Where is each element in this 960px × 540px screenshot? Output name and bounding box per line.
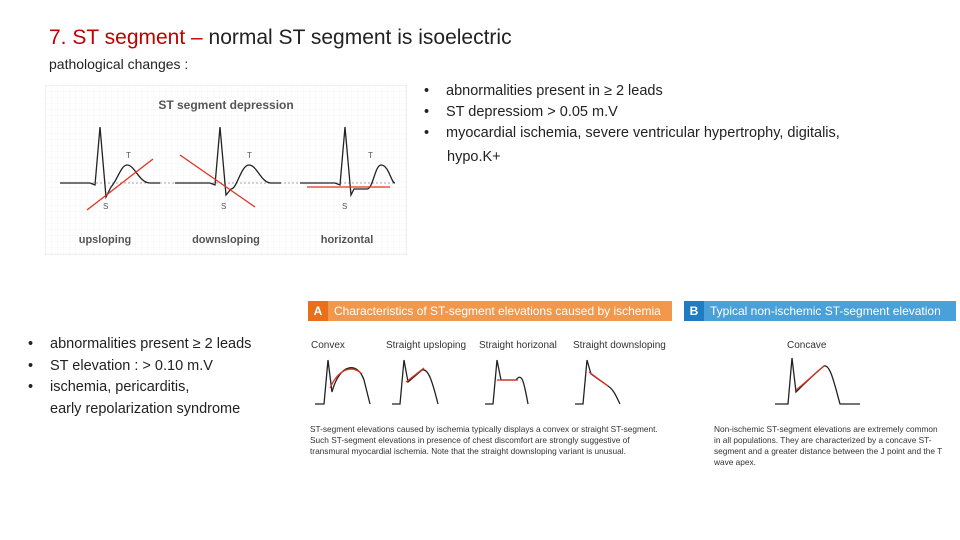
figure-title: ST segment depression	[158, 98, 293, 112]
panel-a-ecg-diagrams	[315, 359, 621, 405]
bullet-item: myocardial ischemia, severe ventricular …	[424, 123, 840, 144]
bullet-continuation: early repolarization syndrome	[50, 401, 241, 417]
bullet-item: abnormalities present in ≥ 2 leads	[424, 81, 840, 102]
panel-b-header: B Typical non-ischemic ST-segment elevati…	[684, 301, 956, 321]
bullet-item: ST depressiom > 0.05 m.V	[424, 102, 840, 123]
depression-bullet-list: abnormalities present in ≥ 2 leads ST de…	[424, 81, 840, 144]
slide-subtitle: pathological changes :	[49, 56, 189, 72]
convex-st-line	[329, 368, 363, 389]
ecg-convex	[315, 359, 371, 405]
panel-b-title: Typical non-ischemic ST-segment elevatio…	[710, 304, 941, 318]
label-convex: Convex	[311, 340, 345, 351]
label-upsloping: upsloping	[79, 234, 132, 246]
st-depression-figure: ST segment depression T S T S T S upslop…	[45, 85, 407, 255]
t-label: T	[368, 151, 373, 160]
upsloping-st-line	[405, 367, 425, 383]
title-highlight: 7. ST segment –	[49, 26, 203, 49]
t-label: T	[247, 151, 252, 160]
panel-a-letter: A	[308, 301, 328, 321]
s-label: S	[342, 202, 347, 211]
downsloping-line	[179, 154, 256, 208]
s-label: S	[221, 202, 226, 211]
grid-background	[45, 85, 407, 255]
label-downsloping: downsloping	[192, 234, 260, 246]
downsloping-st-line	[588, 371, 609, 387]
ecg-complex-horizontal	[300, 126, 396, 198]
ecg-straight-upsloping	[392, 359, 439, 405]
ecg-straight-horizontal	[485, 359, 529, 405]
bullet-item: ischemia, pericarditis,	[28, 377, 251, 399]
title-text: normal ST segment is isoelectric	[202, 26, 512, 49]
s-label: S	[103, 202, 108, 211]
label-concave: Concave	[787, 340, 827, 351]
label-straight-upsloping: Straight upsloping	[386, 340, 467, 351]
panel-a-title: Characteristics of ST-segment elevations…	[334, 304, 661, 318]
elevation-bullet-list: abnormalities present ≥ 2 leads ST eleva…	[28, 334, 251, 399]
ecg-complex-downsloping	[175, 126, 281, 197]
label-straight-horizonal: Straight horizonal	[479, 340, 557, 351]
label-horizontal: horizontal	[321, 234, 374, 246]
bullet-continuation: hypo.K+	[447, 149, 501, 165]
upsloping-line	[86, 158, 154, 211]
panel-b-letter: B	[684, 301, 704, 321]
ecg-concave	[775, 357, 860, 405]
bullet-item: ST elevation : > 0.10 m.V	[28, 356, 251, 378]
panel-b-ecg-diagram	[775, 357, 860, 405]
label-straight-downsloping: Straight downsloping	[573, 340, 666, 351]
bullet-item: abnormalities present ≥ 2 leads	[28, 334, 251, 356]
t-label: T	[126, 151, 131, 160]
slide-title: 7. ST segment – normal ST segment is iso…	[49, 26, 512, 50]
st-depression-diagram: ST segment depression T S T S T S upslop…	[45, 85, 407, 255]
ecg-straight-downsloping	[575, 359, 621, 405]
panel-b-caption: Non-ischemic ST-segment elevations are e…	[714, 424, 943, 467]
panel-a-header: A Characteristics of ST-segment elevation…	[308, 301, 672, 321]
concave-st-line	[795, 365, 825, 391]
panel-a-caption: ST-segment elevations caused by ischemia…	[310, 424, 658, 456]
